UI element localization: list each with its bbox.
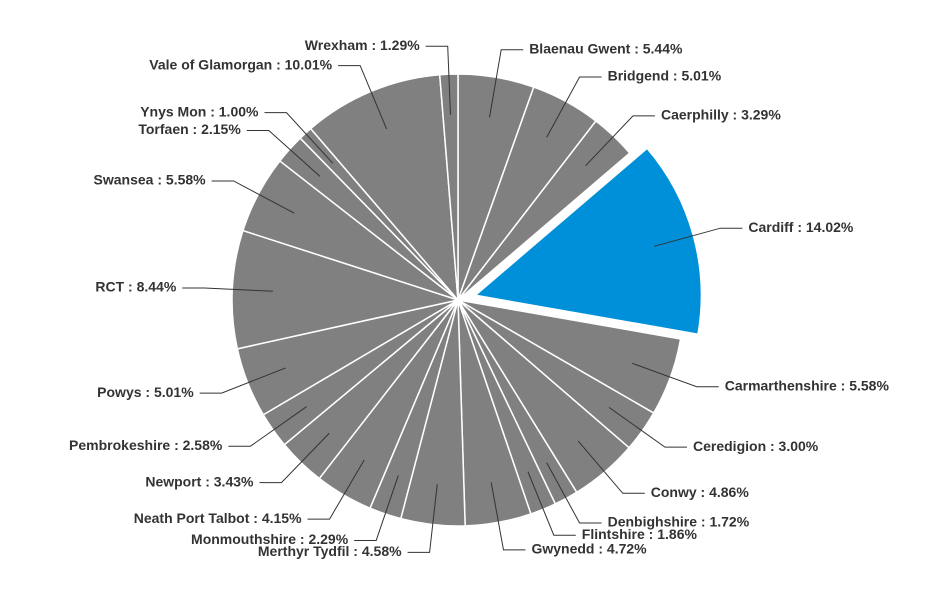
leader-line	[490, 482, 526, 551]
slice-label: Vale of Glamorgan : 10.01%	[149, 56, 332, 72]
slice-label: Pembrokeshire : 2.58%	[69, 437, 223, 453]
slice-label: Swansea : 5.58%	[94, 172, 207, 188]
leader-line	[407, 484, 438, 553]
slice-label: Ceredigion : 3.00%	[693, 438, 819, 454]
slice-label: Flintshire : 1.86%	[582, 526, 698, 542]
slice-label: Neath Port Talbot : 4.15%	[134, 510, 302, 526]
leader-line	[211, 180, 295, 214]
slice-label: Cardiff : 14.02%	[748, 219, 854, 235]
leader-line	[182, 287, 273, 292]
slice-label: Conwy : 4.86%	[651, 484, 750, 500]
leader-line	[354, 475, 399, 541]
leader-line	[577, 440, 645, 494]
leader-line	[246, 130, 321, 177]
slice-label: Merthyr Tydfil : 4.58%	[258, 543, 402, 559]
slice-label: Newport : 3.43%	[145, 473, 254, 489]
leader-line	[228, 406, 307, 447]
leader-line	[199, 367, 286, 394]
slice-label: Carmarthenshire : 5.58%	[725, 377, 890, 393]
slice-label: Ynys Mon : 1.00%	[140, 103, 259, 119]
leader-line	[259, 432, 330, 484]
leader-line	[489, 49, 524, 118]
slice-label: Gwynedd : 4.72%	[531, 541, 647, 557]
leader-line	[307, 459, 365, 520]
slice-label: Powys : 5.01%	[97, 384, 194, 400]
slice-label: Blaenau Gwent : 5.44%	[529, 40, 683, 56]
leader-line	[585, 115, 655, 167]
slice-label: Caerphilly : 3.29%	[661, 107, 781, 123]
leader-line	[264, 112, 334, 164]
leader-line	[425, 45, 451, 115]
slice-label: Torfaen : 2.15%	[138, 121, 241, 137]
slice-label: RCT : 8.44%	[95, 279, 176, 295]
slice-label: Wrexham : 1.29%	[305, 37, 420, 53]
leader-line	[546, 76, 602, 138]
leader-line	[632, 362, 719, 388]
leader-line	[608, 406, 688, 448]
leader-line	[527, 471, 576, 536]
slice-label: Denbighshire : 1.72%	[608, 514, 750, 530]
leader-line	[653, 227, 743, 247]
leader-line	[546, 462, 602, 524]
leader-line	[338, 65, 388, 130]
slice-label: Bridgend : 5.01%	[608, 68, 722, 84]
slice-label: Monmouthshire : 2.29%	[191, 531, 349, 547]
